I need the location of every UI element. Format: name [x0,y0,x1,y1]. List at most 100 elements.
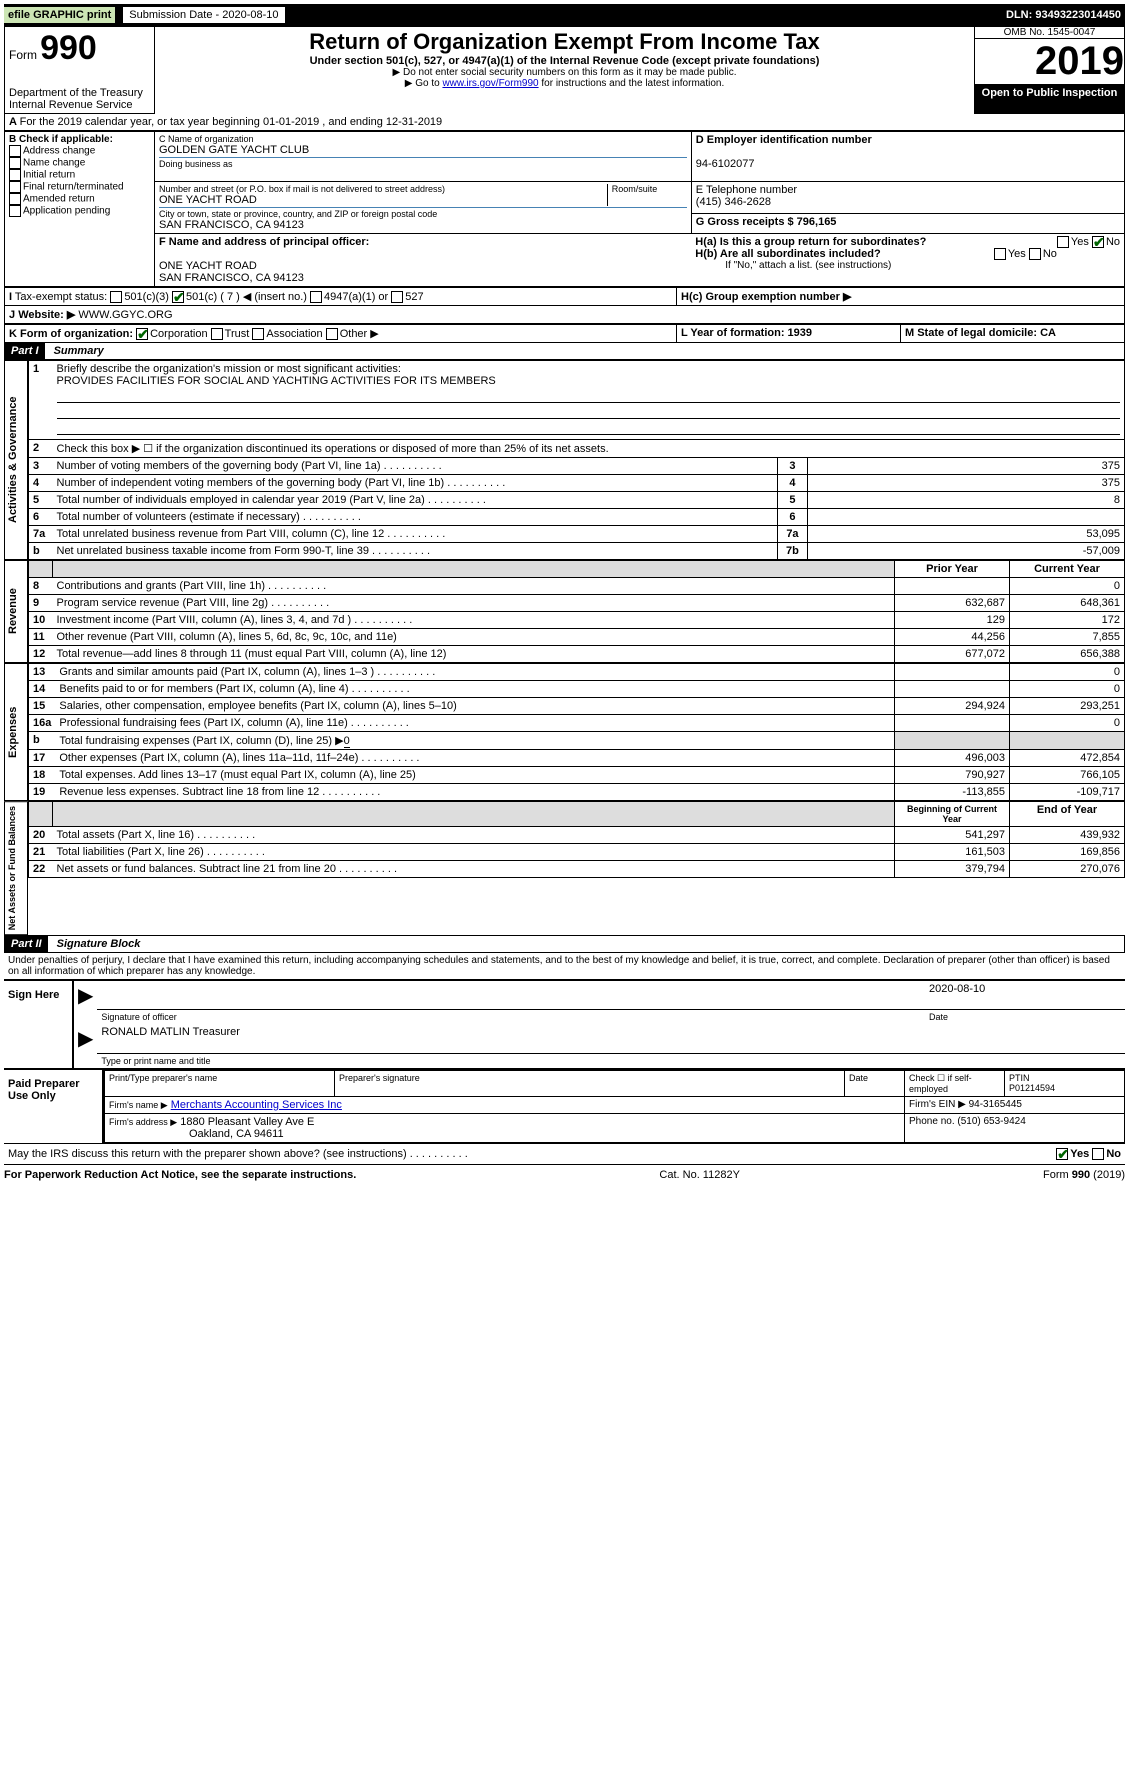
city-label: City or town, state or province, country… [159,209,687,219]
p16a [895,714,1010,731]
officer-addr1: ONE YACHT ROAD [159,260,257,272]
p21: 161,503 [895,843,1010,860]
val6 [807,508,1124,525]
p12: 677,072 [895,645,1010,662]
c9: 648,361 [1010,594,1125,611]
line1-value: PROVIDES FACILITIES FOR SOCIAL AND YACHT… [57,375,496,387]
val5: 8 [807,491,1124,508]
c19: -109,717 [1010,783,1125,800]
c18: 766,105 [1010,766,1125,783]
line19: Revenue less expenses. Subtract line 18 … [59,786,319,798]
officer-addr2: SAN FRANCISCO, CA 94123 [159,272,304,284]
cb-corp[interactable] [136,328,148,340]
note-ssn: ▶ Do not enter social security numbers o… [159,67,970,78]
form-number: 990 [40,29,97,67]
tax-year: 2019 [975,39,1124,84]
f-label: F Name and address of principal officer: [159,236,369,248]
klm-table: K Form of organization: Corporation Trus… [4,324,1125,343]
efile-badge[interactable]: efile GRAPHIC print [4,7,115,23]
c12: 656,388 [1010,645,1125,662]
hc-label: H(c) Group exemption number ▶ [681,291,851,303]
p18: 790,927 [895,766,1010,783]
line2: Check this box ▶ ☐ if the organization d… [53,439,1125,457]
line22: Net assets or fund balances. Subtract li… [57,863,336,875]
instructions-link[interactable]: www.irs.gov/Form990 [442,78,538,89]
line7a: Total unrelated business revenue from Pa… [57,528,385,540]
checkbox-name[interactable] [9,157,21,169]
part2-header: Part II [5,936,48,952]
checkbox-address[interactable] [9,145,21,157]
discuss-no[interactable] [1092,1148,1104,1160]
c22: 270,076 [1010,860,1125,877]
part2-title: Signature Block [51,936,147,952]
line18: Total expenses. Add lines 13–17 (must eq… [59,769,415,781]
street: ONE YACHT ROAD [159,194,607,206]
cb-trust[interactable] [211,328,223,340]
dln: DLN: 93493223014450 [1002,7,1125,23]
form-title: Return of Organization Exempt From Incom… [159,29,970,55]
side-netassets: Net Assets or Fund Balances [4,801,28,935]
header-table: Form 990 Return of Organization Exempt F… [4,26,1125,114]
discuss-label: May the IRS discuss this return with the… [8,1148,407,1160]
checkbox-application[interactable] [9,205,21,217]
discuss-yes[interactable] [1056,1148,1068,1160]
line-a: A For the 2019 calendar year, or tax yea… [4,114,1125,131]
l-year: L Year of formation: 1939 [681,327,812,339]
hb-no[interactable] [1029,248,1041,260]
section-expenses: Expenses 13Grants and similar amounts pa… [4,663,1125,801]
line15: Salaries, other compensation, employee b… [59,700,456,712]
org-name: GOLDEN GATE YACHT CLUB [159,144,687,156]
p9: 632,687 [895,594,1010,611]
note-goto: ▶ Go to www.irs.gov/Form990 for instruct… [159,78,970,89]
hb-yes[interactable] [994,248,1006,260]
cb-527[interactable] [391,291,403,303]
ha-no[interactable] [1092,236,1104,248]
section-netassets: Net Assets or Fund Balances Beginning of… [4,801,1125,935]
sig-date-val: 2020-08-10 [925,981,1125,1010]
c17: 472,854 [1010,749,1125,766]
part1-header: Part I [5,343,45,359]
ein: 94-6102077 [696,158,755,170]
line10: Investment income (Part VIII, column (A)… [57,614,352,626]
val4: 375 [807,474,1124,491]
c-name-label: C Name of organization [159,134,687,144]
checkbox-amended[interactable] [9,193,21,205]
self-employed: Check ☐ if self-employed [905,1070,1005,1096]
firm-addr2: Oakland, CA 94611 [109,1128,284,1140]
form-word: Form [9,48,37,62]
c20: 439,932 [1010,826,1125,843]
m-state: M State of legal domicile: CA [905,327,1056,339]
cb-assoc[interactable] [252,328,264,340]
perjury-text: Under penalties of perjury, I declare th… [4,953,1125,979]
hb-label: H(b) Are all subordinates included? [695,248,880,260]
cb-other[interactable] [326,328,338,340]
firm-phone: Phone no. (510) 653-9424 [905,1113,1125,1142]
paid-preparer-block: Paid Preparer Use Only Print/Type prepar… [4,1068,1125,1143]
ha-yes[interactable] [1057,236,1069,248]
c21: 169,856 [1010,843,1125,860]
status-table: I Tax-exempt status: 501(c)(3) 501(c) ( … [4,287,1125,324]
side-activities: Activities & Governance [4,360,28,560]
val7a: 53,095 [807,525,1124,542]
line12: Total revenue—add lines 8 through 11 (mu… [57,648,447,660]
room-label: Room/suite [607,184,687,206]
side-expenses: Expenses [4,663,28,801]
hdr-prior: Prior Year [926,563,978,575]
line11: Other revenue (Part VIII, column (A), li… [57,631,397,643]
c11: 7,855 [1010,628,1125,645]
firm-name-link[interactable]: Merchants Accounting Services Inc [171,1099,342,1111]
cb-4947[interactable] [310,291,322,303]
cat-no: Cat. No. 11282Y [659,1169,740,1181]
dba-label: Doing business as [159,159,687,169]
line16a: Professional fundraising fees (Part IX, … [59,717,347,729]
cb-501c3[interactable] [110,291,122,303]
checkbox-initial[interactable] [9,169,21,181]
val16b: 0 [344,735,350,748]
line7b: Net unrelated business taxable income fr… [57,545,369,557]
cb-501c[interactable] [172,291,184,303]
e-label: E Telephone number [696,184,797,196]
org-info-table: B Check if applicable: Address change Na… [4,131,1125,287]
checkbox-final[interactable] [9,181,21,193]
line5: Total number of individuals employed in … [57,494,425,506]
c15: 293,251 [1010,697,1125,714]
